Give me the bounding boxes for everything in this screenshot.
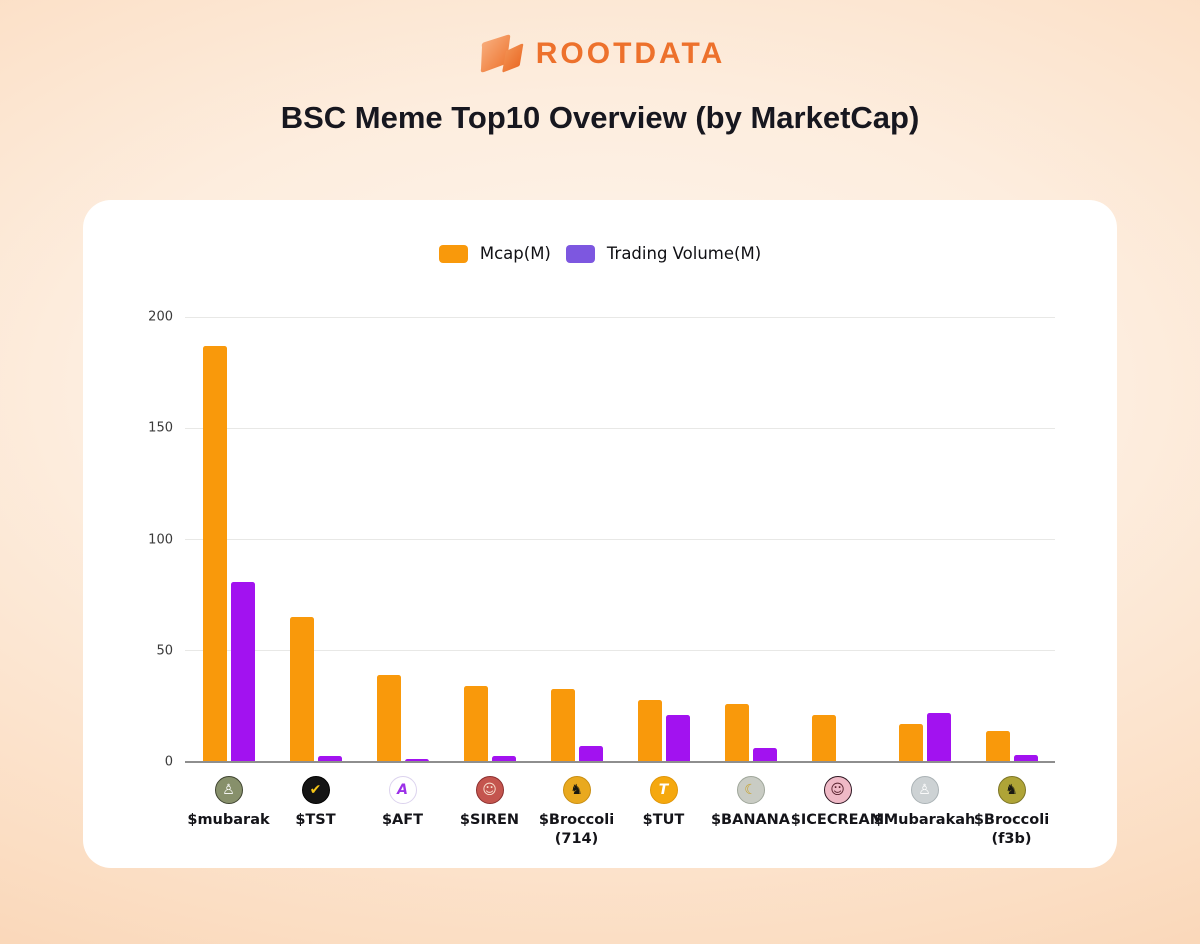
legend-label-mcap: Mcap(M) [479,244,551,263]
bar-volume-$Broccoli (f3b) [1013,755,1038,762]
chart-group-$SIREN: ☺ $SIREN [446,317,533,828]
chart-group-$BANANA: ☾ $BANANA [707,317,794,828]
gridline-150 [185,427,1055,429]
legend-item-mcap: Mcap(M) [438,244,551,263]
siren-token-icon: ☺ [475,776,504,804]
category-label: $Broccoli [973,812,1050,828]
category-label: $ICECREAM [790,812,885,828]
bar-mcap-$Broccoli (f3b) [985,730,1010,762]
bar-pair [724,704,777,762]
y-tick-label-0: 0 [164,754,173,770]
legend-item-volume: Trading Volume(M) [565,244,762,263]
bar-pair [289,617,342,762]
category-label: $SIREN [459,812,520,828]
bar-pair [898,713,951,762]
bar-mcap-$AFT [376,675,401,762]
page-header: ROOTDATA BSC Meme Top10 Overview (by Mar… [0,0,1200,138]
plot-area: 0 50 100 150 200 ♙ $mubarak ✔ $TST A $AFT ☺ $SIREN ♞ $… [148,310,1055,847]
y-tick-label-50: 50 [156,643,173,659]
bar-volume-$Broccoli (714) [578,746,603,762]
category: ☺ $SIREN [415,776,565,828]
mcap-swatch-icon [438,244,468,263]
bar-volume-$TUT [665,715,690,762]
aft-token-icon: A [388,776,417,804]
volume-swatch-icon [565,244,595,263]
bar-pair [202,345,255,762]
chart-group-$AFT: A $AFT [359,317,446,828]
rootdata-ribbon-icon [475,32,527,76]
bar-groups: ♙ $mubarak ✔ $TST A $AFT ☺ $SIREN ♞ $Broccoli (714… [185,317,1055,847]
y-tick-label-100: 100 [148,532,173,547]
chart-group-$Mubarakah: ♙ $Mubarakah [874,317,975,828]
chart-group-$ICECREAM: ☺ $ICECREAM [791,317,884,828]
category-sublabel: (f3b) [991,831,1032,847]
category: ☾ $BANANA [676,776,826,828]
gridline-200 [185,316,1055,318]
category: T $TUT [589,776,739,828]
bar-pair [811,715,864,762]
mubarak-token-icon: ♙ [214,776,243,804]
bar-mcap-$mubarak [202,345,227,762]
chart-group-$TST: ✔ $TST [272,317,359,828]
bar-pair [637,699,690,762]
category: ♙ $mubarak [154,776,304,828]
category: ☺ $ICECREAM [763,776,913,828]
chart-group-$Broccoli (f3b): ♞ $Broccoli (f3b) [968,317,1055,847]
rootdata-logo-text: ROOTDATA [535,37,726,70]
x-axis-line [185,761,1055,763]
y-tick-label-150: 150 [148,420,173,436]
mubarakah-token-icon: ♙ [910,776,939,804]
bar-volume-$SIREN [491,756,516,762]
chart-card: Mcap(M) Trading Volume(M) 0 50 100 150 200 ♙ $… [83,200,1117,868]
bar-mcap-$TUT [637,699,662,762]
gridline-50 [185,650,1055,652]
category-label: $Broccoli [538,812,615,828]
category: A $AFT [328,776,478,828]
category-label: $TST [295,812,336,828]
chart-legend: Mcap(M) Trading Volume(M) [83,244,1117,263]
category: ♞ $Broccoli (714) [502,776,652,847]
bar-pair [376,675,429,762]
category-label: $Mubarakah [873,812,976,828]
category: ♙ $Mubarakah [850,776,1000,828]
bar-volume-$TST [317,756,342,762]
y-tick-label-200: 200 [148,309,173,325]
tut-token-icon: T [649,776,678,804]
category-label: $TUT [642,812,685,828]
bar-volume-$BANANA [752,747,777,762]
bar-pair [985,730,1038,762]
chart-group-$mubarak: ♙ $mubarak [185,317,272,828]
bar-mcap-$ICECREAM [811,715,836,762]
broccoli-714-token-icon: ♞ [562,776,591,804]
category-label: $AFT [381,812,424,828]
chart-group-$Broccoli (714): ♞ $Broccoli (714) [533,317,620,847]
bar-volume-$Mubarakah [926,713,951,762]
category: ✔ $TST [241,776,391,828]
category-label: $BANANA [710,812,791,828]
broccoli-f3b-token-icon: ♞ [997,776,1026,804]
page-title: BSC Meme Top10 Overview (by MarketCap) [280,100,920,135]
rootdata-logo: ROOTDATA [0,0,1200,76]
category-label: $mubarak [187,812,270,828]
bar-pair [550,688,603,762]
bar-mcap-$Mubarakah [898,724,923,762]
bar-mcap-$Broccoli (714) [550,688,575,762]
bar-mcap-$SIREN [463,686,488,762]
chart-group-$TUT: T $TUT [620,317,707,828]
icecream-token-icon: ☺ [823,776,852,804]
bar-mcap-$TST [289,617,314,762]
category-sublabel: (714) [554,831,599,847]
bar-volume-$mubarak [230,581,255,762]
bar-mcap-$BANANA [724,704,749,762]
legend-label-volume: Trading Volume(M) [606,244,762,263]
bar-volume-$AFT [404,758,429,762]
bar-pair [463,686,516,762]
category: ♞ $Broccoli (f3b) [937,776,1087,847]
tst-token-icon: ✔ [301,776,330,804]
gridline-100 [185,539,1055,540]
banana-token-icon: ☾ [736,776,765,804]
